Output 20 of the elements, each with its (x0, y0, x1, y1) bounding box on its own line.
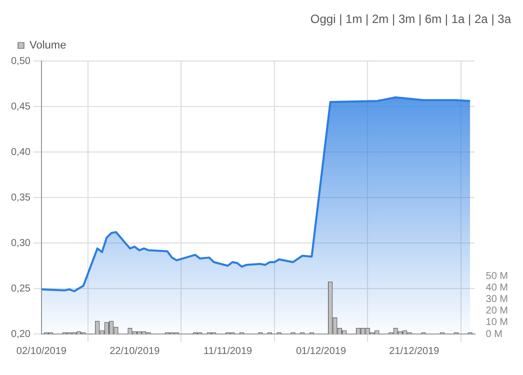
text: Oggi | 1m | 2m | 3m | 6m | 1a | 2a | 3a (310, 12, 511, 26)
y-tick-label: 0,20 (10, 328, 31, 340)
y-tick-label: 0,30 (10, 238, 31, 249)
x-tick-label: 02/10/2019 (16, 346, 67, 357)
x-tick-label: 11/11/2019 (204, 346, 253, 357)
x-tick-label: 01/12/2019 (296, 346, 346, 357)
y-tick-label: 0,25 (10, 283, 31, 294)
y2-tick-label: 50 M (486, 270, 508, 282)
y2-tick-label: 10 M (486, 317, 508, 328)
y-tick-label: 0,35 (10, 192, 31, 204)
y2-tick-label: 0 M (486, 328, 502, 340)
y2-tick-label: 20 M (486, 306, 508, 317)
y2-tick-label: 30 M (486, 294, 508, 306)
y-tick-label: 0,50 (10, 56, 31, 67)
y-tick-label: 0,45 (10, 101, 31, 112)
y2-tick-label: 40 M (486, 282, 508, 294)
x-tick-label: 21/12/2019 (389, 346, 440, 357)
x-tick-label: 22/10/2019 (110, 346, 160, 357)
legend-label: Volume (30, 40, 66, 52)
y-tick-label: 0,40 (10, 146, 31, 158)
